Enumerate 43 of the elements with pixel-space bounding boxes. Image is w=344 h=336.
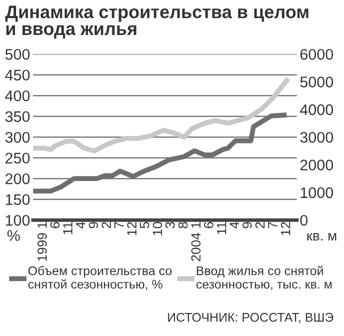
y2-tick-label: 2000	[300, 160, 334, 170]
x-tick-label: 2004 1	[191, 222, 201, 262]
chart-title: Динамика строительства в целом и ввода жилья	[5, 6, 308, 39]
x-tick-label: 10	[152, 222, 162, 236]
x-tick-label: 12	[280, 222, 290, 236]
x-tick-label: 11	[63, 222, 72, 234]
y2-tick-label: 3000	[300, 132, 334, 143]
x-tick-label: 5	[140, 222, 150, 228]
y-tick-label: 100	[6, 214, 30, 226]
x-tick-label: 2	[102, 222, 111, 228]
y-tick-label: 450	[5, 70, 30, 81]
line-series	[33, 78, 290, 154]
x-tick-label: 9	[88, 222, 98, 228]
y-tick-label: 300	[5, 132, 30, 143]
y2-tick-label: 1000	[300, 187, 334, 198]
y2-tick-label: 4000	[300, 104, 334, 116]
x-tick-label: 4	[76, 222, 86, 229]
y-tick-label: 150	[6, 194, 30, 206]
y-tick-label: 200	[6, 173, 30, 184]
x-tick-label: 11	[217, 222, 226, 234]
x-tick-label: 1999 1	[37, 222, 47, 261]
x-tick-label: 7	[114, 222, 124, 228]
y-axis-title: %	[7, 230, 20, 241]
y-tick-label: 250	[6, 152, 30, 164]
x-tick-label: 12	[127, 222, 136, 236]
x-tick-label: 6	[204, 222, 214, 228]
x-tick-label: 8	[178, 222, 188, 228]
legend-label: Объем строительства со снятой сезонностью, %	[28, 266, 172, 290]
y2-axis-title: кв. м	[307, 233, 336, 240]
y2-tick-label: 6000	[300, 48, 334, 60]
x-tick-label: 3	[165, 222, 175, 228]
x-tick-label: 7	[268, 222, 278, 228]
y-tick-label: 500	[5, 48, 30, 60]
y2-tick-label: 5000	[300, 76, 334, 88]
x-tick-label: 9	[242, 222, 252, 228]
x-tick-label: 2	[255, 222, 265, 228]
y-tick-label: 400	[5, 90, 30, 102]
y2-tick-label: 0	[300, 214, 308, 226]
legend-label: Ввод жилья со снятой сезонностью, тыс. кв. м	[196, 266, 332, 290]
text: ИСТОЧНИК: РОССТАТ, ВШЭ	[168, 312, 334, 324]
x-tick-label: 4	[230, 222, 239, 229]
y-tick-label: 350	[5, 111, 30, 122]
x-tick-label: 6	[50, 222, 60, 228]
